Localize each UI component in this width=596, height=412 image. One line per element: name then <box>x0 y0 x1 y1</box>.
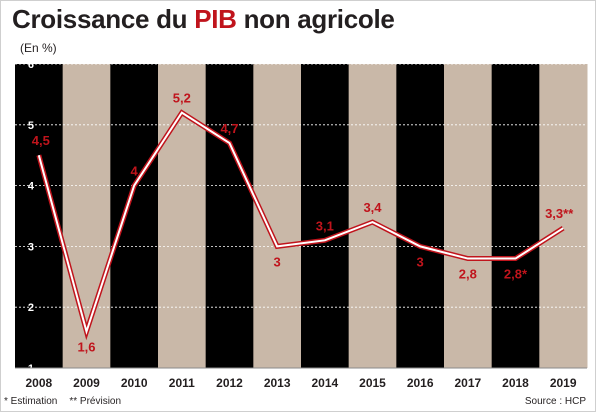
column-band <box>539 64 588 368</box>
chart-title: Croissance du PIB non agricole <box>12 4 395 35</box>
column-band <box>110 64 159 368</box>
data-label: 3 <box>274 254 281 269</box>
x-tick-label: 2012 <box>216 376 243 390</box>
note-estimation: * Estimation <box>4 396 58 407</box>
note-prevision: ** Prévision <box>69 396 122 407</box>
title-highlight: PIB <box>194 4 237 34</box>
series-line <box>37 111 564 336</box>
y-tick-label: 5 <box>28 120 34 132</box>
data-label: 4,5 <box>32 133 50 148</box>
y-tick-label: 4 <box>28 181 35 193</box>
column-band <box>205 64 254 368</box>
x-tick-label: 2017 <box>454 376 481 390</box>
column-band <box>444 64 493 368</box>
data-label: 4,7 <box>220 121 238 136</box>
column-band <box>158 64 207 368</box>
data-label: 4 <box>131 164 139 179</box>
y-tick-label: 3 <box>28 241 34 253</box>
x-tick-label: 2014 <box>311 376 338 390</box>
data-label: 3 <box>417 254 424 269</box>
title-suffix: non agricole <box>236 4 395 34</box>
footnotes: * Estimation ** Prévision <box>4 396 121 407</box>
data-label: 3,1 <box>316 218 334 233</box>
data-label: 3,4 <box>363 200 382 215</box>
column-band <box>62 64 111 368</box>
data-label: 3,3** <box>545 206 574 221</box>
x-tick-label: 2008 <box>25 376 52 390</box>
x-tick-label: 2009 <box>73 376 100 390</box>
x-tick-label: 2019 <box>550 376 577 390</box>
x-tick-label: 2011 <box>169 376 195 390</box>
column-band <box>301 64 350 368</box>
data-label: 2,8 <box>459 267 477 282</box>
unit-label: (En %) <box>20 41 57 55</box>
x-tick-label: 2018 <box>502 376 529 390</box>
y-tick-label: 6 <box>28 59 34 71</box>
x-tick-label: 2013 <box>264 376 291 390</box>
data-label: 2,8* <box>504 267 528 282</box>
y-tick-label: 1 <box>28 363 34 375</box>
column-band <box>396 64 445 368</box>
column-band <box>491 64 540 368</box>
y-tick-label: 2 <box>28 302 34 314</box>
x-tick-label: 2010 <box>121 376 148 390</box>
x-tick-label: 2016 <box>407 376 434 390</box>
column-band <box>348 64 397 368</box>
title-prefix: Croissance du <box>12 4 195 34</box>
data-label: 5,2 <box>173 91 191 106</box>
data-label: 1,6 <box>77 340 95 355</box>
source-note: Source : HCP <box>524 396 586 407</box>
x-tick-label: 2015 <box>359 376 386 390</box>
